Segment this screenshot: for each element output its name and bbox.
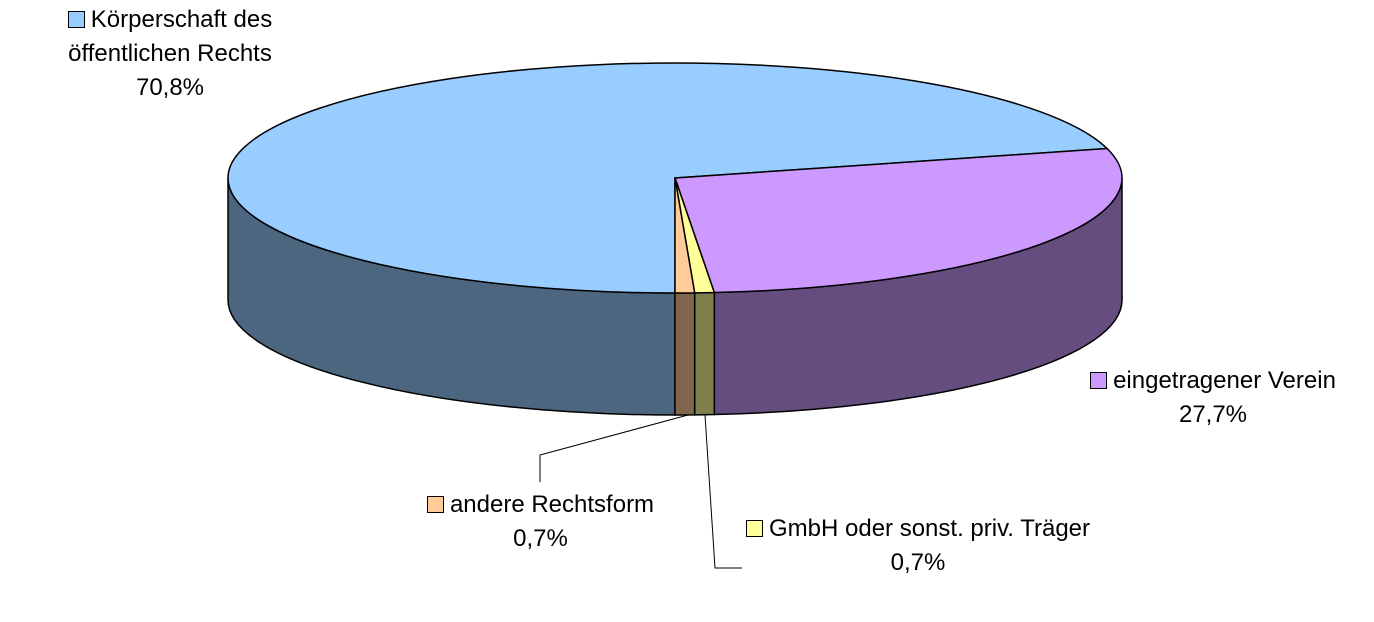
value-label: 0,7% [513, 525, 568, 552]
slice [673, 147, 1123, 294]
slice-label: GmbH oder sonst. priv. Träger 0,7% [738, 512, 1098, 580]
value-label: 0,7% [890, 549, 946, 576]
legend-key [1090, 372, 1108, 389]
slice-label: eingetragener Verein 27,7% [1052, 364, 1374, 432]
value-label: 27,7% [1178, 401, 1248, 428]
category-label: Körperschaft des öffentlichen Rechts [68, 6, 273, 67]
legend-key [746, 520, 763, 537]
category-label: eingetragener Verein [1113, 367, 1336, 394]
category-label: GmbH oder sonst. priv. Träger [769, 515, 1090, 542]
slice [674, 177, 696, 294]
category-label: andere Rechtsform [449, 491, 655, 518]
walls [227, 177, 1123, 416]
slice-label: andere Rechtsform 0,7% [393, 488, 688, 556]
leader-line [704, 414, 742, 569]
slice-side [693, 291, 716, 416]
value-label: 70,8% [135, 74, 205, 101]
tops [227, 62, 1123, 294]
slice-label: Körperschaft des öffentlichen Rechts 70,8… [5, 3, 335, 105]
legend-key [67, 11, 85, 28]
slice-side [674, 292, 696, 416]
leader-line [539, 414, 689, 482]
legend-key [426, 496, 444, 513]
slice [227, 62, 1109, 294]
